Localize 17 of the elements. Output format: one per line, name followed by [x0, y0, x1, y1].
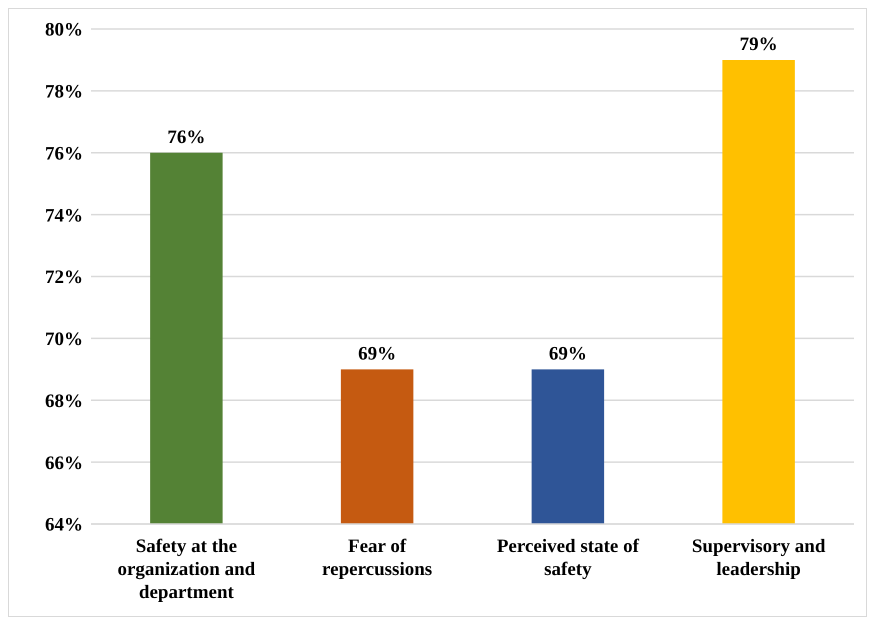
y-tick-label: 66% [45, 452, 83, 474]
y-tick-label: 70% [45, 329, 83, 350]
x-tick-label: Supervisory and leadership [692, 536, 826, 580]
data-label: 76% [167, 126, 206, 148]
y-tick-label: 78% [45, 82, 83, 103]
y-tick-label: 72% [45, 267, 83, 288]
y-tick-label: 64% [45, 514, 83, 536]
y-tick-label: 68% [45, 390, 83, 412]
x-tick-label: Fear of repercussions [322, 536, 432, 580]
y-tick-label: 74% [45, 205, 83, 226]
y-tick-label: 76% [45, 143, 83, 164]
y-tick-label: 80% [45, 20, 83, 41]
data-label: 69% [548, 343, 587, 364]
data-label: 69% [358, 343, 396, 364]
data-label: 79% [740, 34, 778, 55]
x-tick-label: Safety at the organization and department [117, 536, 256, 603]
x-tick-label: Perceived state of safety [496, 536, 640, 580]
